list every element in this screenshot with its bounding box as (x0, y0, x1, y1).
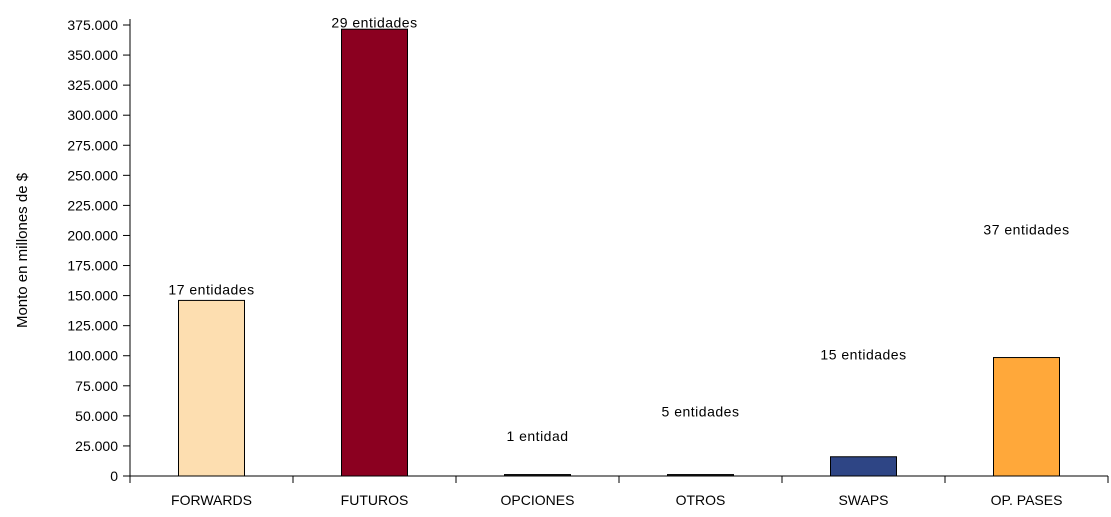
y-tick-label: 275.000 (67, 137, 118, 153)
category-label: SWAPS (838, 492, 888, 508)
data-label: 17 entidades (168, 281, 254, 297)
bar-futuros (341, 28, 408, 477)
bar-otros (667, 474, 734, 477)
y-tick-label: 175.000 (67, 258, 118, 274)
y-tick-label: 50.000 (75, 408, 118, 424)
y-ticks: 0 25.000 50.000 75.000 100.000 125.000 150.000… (67, 17, 130, 484)
category-label: FUTUROS (341, 492, 409, 508)
y-tick-label: 150.000 (67, 288, 118, 304)
data-label: 5 entidades (662, 403, 740, 419)
category-label: FORWARDS (171, 492, 252, 508)
bars (178, 28, 1060, 477)
data-label: 29 entidades (331, 14, 417, 30)
y-tick-label: 125.000 (67, 318, 118, 334)
y-tick-label: 0 (110, 468, 118, 484)
y-tick-label: 250.000 (67, 167, 118, 183)
data-label: 37 entidades (983, 221, 1069, 237)
y-tick-label: 225.000 (67, 197, 118, 213)
category-label: OP. PASES (991, 492, 1063, 508)
y-tick-label: 75.000 (75, 378, 118, 394)
data-label: 1 entidad (506, 428, 568, 444)
data-label: 15 entidades (820, 346, 906, 362)
y-tick-label: 300.000 (67, 107, 118, 123)
y-tick-label: 350.000 (67, 47, 118, 63)
category-label: OPCIONES (501, 492, 575, 508)
category-label: OTROS (676, 492, 726, 508)
category-labels: FORWARDS FUTUROS OPCIONES OTROS SWAPS OP. PAS… (171, 492, 1062, 508)
y-tick-label: 100.000 (67, 348, 118, 364)
data-labels: 17 entidades 29 entidades 1 entidad 5 entid… (168, 14, 1069, 444)
y-tick-label: 325.000 (67, 77, 118, 93)
axes (129, 19, 1109, 483)
bar-forwards (178, 299, 245, 477)
y-tick-label: 200.000 (67, 227, 118, 243)
bar-opciones (504, 474, 571, 477)
y-axis-title: Monto en millones de $ (14, 172, 31, 328)
bar-swaps (830, 456, 897, 477)
y-tick-label: 375.000 (67, 17, 118, 33)
bar-op-pases (993, 357, 1060, 477)
y-tick-label: 25.000 (75, 438, 118, 454)
